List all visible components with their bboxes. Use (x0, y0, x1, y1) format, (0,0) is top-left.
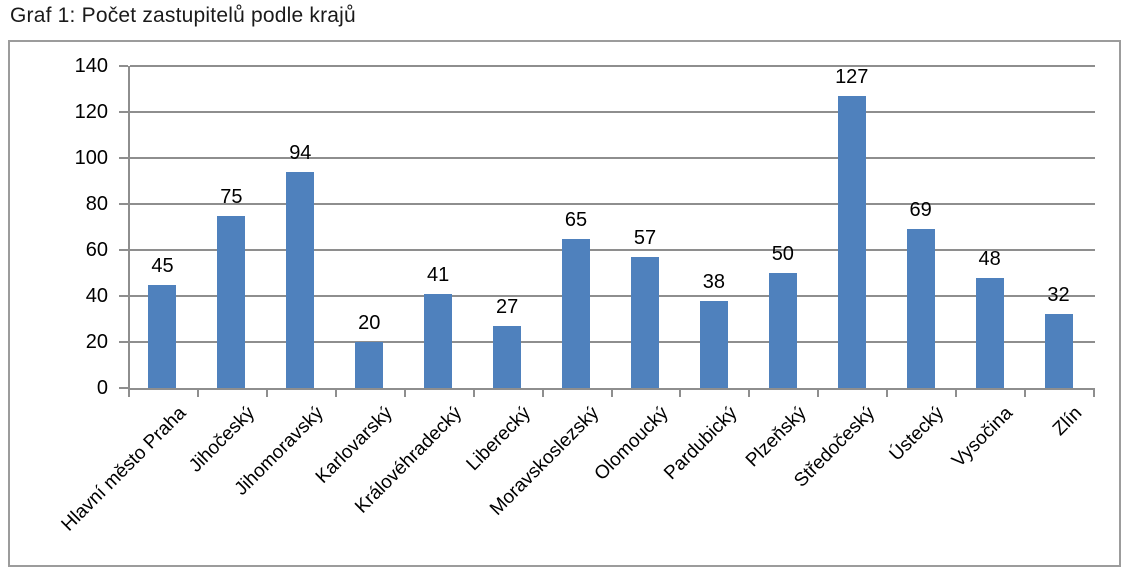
x-axis-tick (265, 390, 268, 397)
y-axis-line (128, 66, 130, 390)
y-axis-tick (119, 295, 128, 297)
bar (562, 238, 591, 388)
gridline (130, 111, 1095, 113)
bar-value-label: 94 (289, 141, 312, 164)
bar-value-label: 50 (771, 243, 794, 265)
x-axis-tick (196, 390, 199, 397)
x-axis-tick (679, 390, 682, 397)
gridline (130, 65, 1095, 67)
x-axis-tick (1093, 390, 1095, 397)
bar (217, 215, 246, 388)
bar (906, 229, 935, 388)
y-tick-label: 60 (85, 239, 108, 261)
bar-value-label: 41 (427, 263, 450, 286)
bar (975, 277, 1004, 388)
y-axis-tick (119, 203, 128, 205)
y-tick-label: 80 (85, 193, 108, 215)
x-axis-tick (334, 390, 337, 397)
x-category-label: Ústecký (885, 402, 949, 466)
bar-value-label: 75 (220, 185, 243, 208)
y-tick-label: 40 (85, 285, 108, 307)
y-axis-tick (119, 157, 128, 159)
x-axis-tick (541, 390, 544, 397)
y-axis-tick (119, 387, 128, 389)
bar (630, 256, 659, 388)
chart-title: Graf 1: Počet zastupitelů podle krajů (10, 4, 356, 27)
bar-value-label: 127 (835, 65, 869, 88)
x-axis-tick (817, 390, 820, 397)
x-axis-tick (128, 390, 130, 397)
x-category-label: Vysočina (948, 402, 1018, 472)
bar (286, 171, 315, 388)
gridline (130, 203, 1095, 205)
x-axis-tick (1024, 390, 1027, 397)
y-tick-label: 140 (74, 55, 108, 77)
bar-value-label: 69 (909, 199, 932, 222)
x-axis-tick (748, 390, 751, 397)
y-tick-label: 100 (74, 147, 108, 169)
gridline (130, 295, 1095, 297)
bar (837, 95, 866, 388)
bar (493, 325, 522, 388)
bar-value-label: 48 (978, 247, 1001, 270)
x-axis-tick (403, 390, 406, 397)
x-category-label: Zlín (1048, 402, 1087, 440)
x-category-label: Olomoucký (590, 402, 673, 485)
bar (148, 284, 177, 388)
chart-container: 0 20 40 60 80 100 120 140 45 Hlavní město Praha 75… (8, 40, 1121, 567)
x-category-label: Pardubický (660, 402, 742, 485)
bar (1044, 314, 1073, 388)
gridline (130, 249, 1095, 251)
y-tick-label: 20 (85, 331, 108, 353)
bar-value-label: 45 (151, 254, 174, 277)
x-category-label: Hlavní město Praha (57, 402, 191, 536)
y-axis-tick (119, 65, 128, 67)
bar-value-label: 65 (564, 208, 588, 231)
gridline (130, 341, 1095, 343)
x-axis-tick (886, 390, 889, 397)
x-axis-tick (955, 390, 958, 397)
x-category-label: Plzeňský (741, 402, 811, 472)
y-axis-tick (119, 341, 128, 343)
bar-value-label: 32 (1047, 284, 1070, 307)
bar (768, 273, 797, 388)
x-axis-tick (472, 390, 475, 397)
bar (424, 293, 453, 388)
bar-value-label: 20 (358, 312, 381, 334)
bar-value-label: 38 (702, 270, 726, 293)
y-axis-tick (119, 249, 128, 251)
y-tick-label: 120 (74, 101, 108, 123)
x-axis-tick (610, 390, 613, 397)
bar-value-label: 57 (633, 226, 657, 249)
bar-value-label: 27 (495, 295, 519, 318)
gridline (130, 157, 1095, 159)
y-tick-label: 0 (96, 377, 108, 399)
x-axis-line (128, 388, 1095, 390)
bar (355, 342, 384, 388)
y-axis-tick (119, 111, 128, 113)
bar (699, 300, 728, 388)
